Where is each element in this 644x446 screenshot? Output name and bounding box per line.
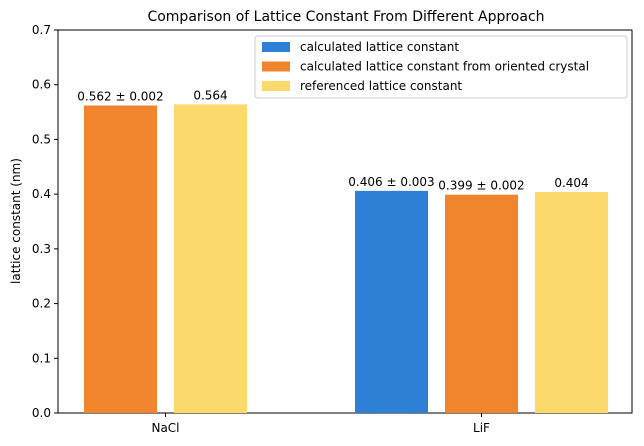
y-axis-ticks: 0.0 0.1 0.2 0.3 0.4 0.5 0.6 0.7 — [32, 23, 58, 420]
bar — [445, 194, 518, 413]
y-tick-label: 0.2 — [32, 297, 51, 311]
bar-value-label: 0.406 ± 0.003 — [348, 175, 434, 189]
axes-frame — [57, 29, 633, 414]
bar-labels: 0.562 ± 0.002 0.564 0.406 ± 0.003 0.399 ± 0… — [77, 88, 588, 192]
y-tick-label: 0.7 — [32, 23, 51, 37]
legend-label: calculated lattice constant — [300, 40, 459, 54]
bar-value-label: 0.399 ± 0.002 — [438, 179, 524, 193]
y-tick-label: 0.0 — [32, 406, 51, 420]
y-tick-label: 0.4 — [32, 187, 51, 201]
y-tick-label: 0.3 — [32, 242, 51, 256]
y-tick-label: 0.5 — [32, 132, 51, 146]
bars — [84, 104, 608, 414]
chart-title: Comparison of Lattice Constant From Diff… — [147, 9, 544, 25]
legend-label: calculated lattice constant from oriente… — [300, 60, 589, 74]
bar-value-label: 0.562 ± 0.002 — [77, 90, 163, 104]
legend-swatch — [262, 81, 290, 91]
bar — [535, 191, 608, 413]
legend-box — [254, 35, 628, 99]
bar-value-label: 0.404 — [554, 176, 588, 190]
legend-label: referenced lattice constant — [300, 79, 462, 93]
bar — [174, 104, 247, 413]
x-axis-ticks: NaCl LiF — [151, 413, 490, 435]
bar-value-label: 0.564 — [193, 88, 227, 102]
x-tick-label: LiF — [473, 421, 490, 435]
bar — [355, 190, 428, 413]
y-tick-label: 0.1 — [32, 351, 51, 365]
plot-area — [57, 29, 633, 414]
legend-swatch — [262, 61, 290, 72]
y-tick-label: 0.6 — [32, 78, 51, 92]
bar — [84, 105, 157, 414]
y-axis-label: lattice constant (nm) — [9, 158, 23, 284]
legend: calculated lattice constant calculated la… — [254, 35, 628, 99]
x-tick-label: NaCl — [151, 421, 179, 435]
legend-swatch — [262, 42, 290, 52]
